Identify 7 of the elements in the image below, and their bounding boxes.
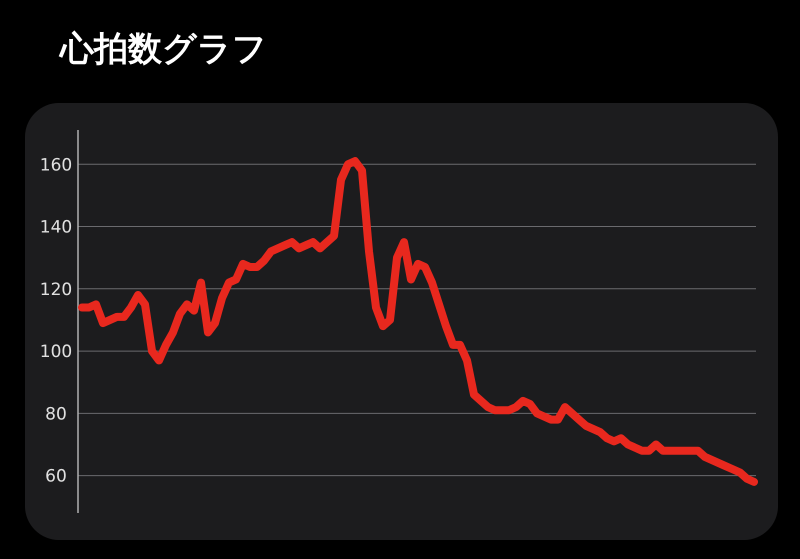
y-tick-label: 80 [45, 404, 67, 424]
y-tick-label: 160 [40, 155, 72, 176]
y-tick-label: 120 [40, 280, 72, 300]
chart-title: 心拍数グラフ [58, 30, 267, 68]
y-tick-label: 100 [40, 342, 72, 362]
y-tick-label: 140 [40, 218, 72, 238]
y-tick-label: 60 [45, 466, 67, 487]
